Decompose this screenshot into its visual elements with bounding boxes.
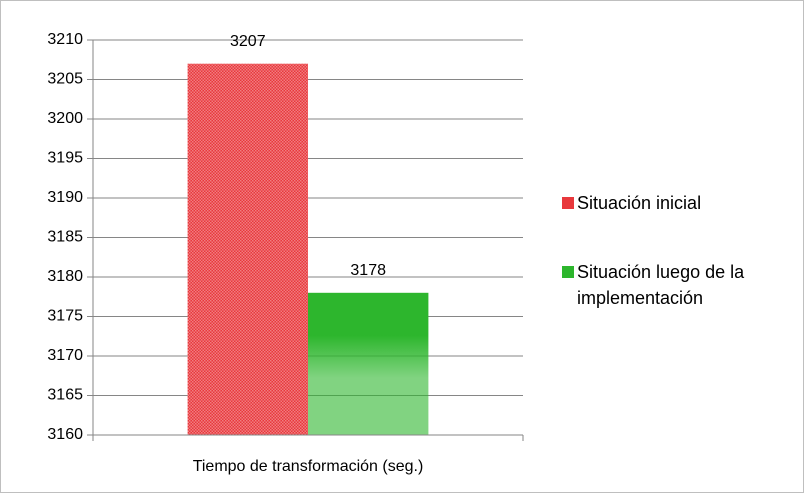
x-tick-label: Tiempo de transformación (seg.)	[193, 458, 424, 475]
data-label: 3178	[350, 262, 386, 279]
y-tick-label: 3180	[47, 268, 83, 285]
y-tick-label: 3190	[47, 189, 83, 206]
legend-swatch	[562, 266, 574, 278]
y-tick-label: 3185	[47, 229, 83, 246]
bar	[187, 63, 308, 435]
y-tick-label: 3175	[47, 308, 83, 325]
y-tick-label: 3200	[47, 110, 83, 127]
legend-label: Situación luego de la implementación	[577, 262, 745, 308]
legend-item: Situación luego de la implementación	[562, 259, 762, 311]
bar	[308, 292, 429, 435]
legend-swatch	[562, 197, 574, 209]
y-tick-label: 3205	[47, 71, 83, 88]
y-tick-label: 3165	[47, 387, 83, 404]
y-tick-label: 3195	[47, 150, 83, 167]
y-tick-label: 3160	[47, 426, 83, 443]
y-tick-label: 3210	[47, 31, 83, 48]
y-tick-label: 3170	[47, 347, 83, 364]
legend-label: Situación inicial	[577, 193, 702, 213]
data-label: 3207	[230, 33, 266, 50]
legend-item: Situación inicial	[562, 190, 762, 216]
